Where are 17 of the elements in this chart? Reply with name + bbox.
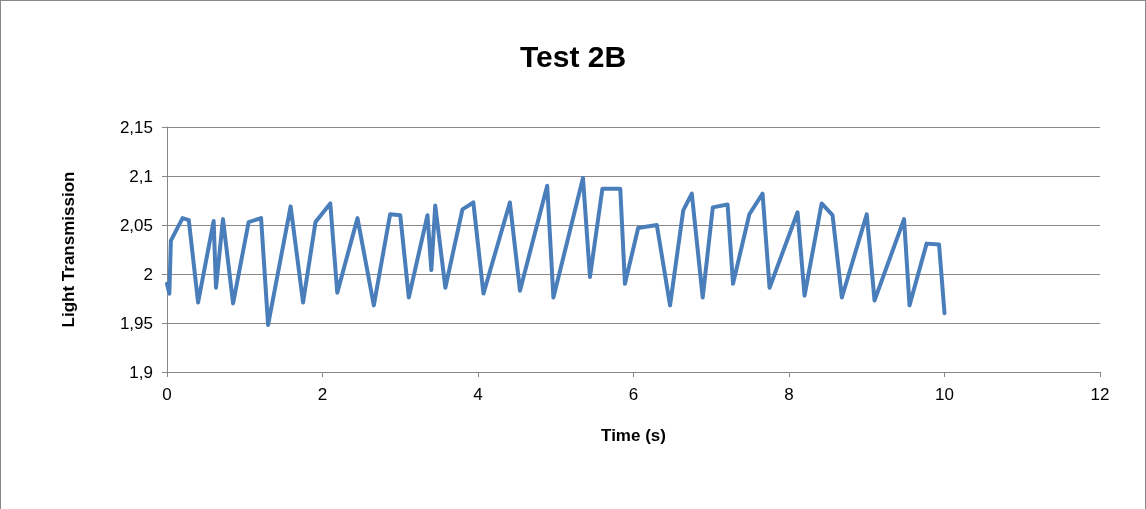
x-tick-label: 0: [162, 385, 172, 404]
x-tick-label: 4: [473, 385, 483, 404]
y-axis-title: Light Transmission: [59, 171, 78, 328]
x-tick-label: 2: [317, 385, 328, 404]
y-tick-label: 2,15: [119, 117, 153, 137]
y-tick-label: 1,95: [119, 313, 153, 333]
x-axis-title: Time (s): [601, 426, 666, 445]
chart-title: Test 2B: [519, 39, 627, 73]
y-tick-label: 2,1: [129, 166, 153, 186]
x-tick-label: 12: [1090, 385, 1110, 404]
line-series: [165, 175, 947, 327]
x-tick-label: 8: [784, 385, 794, 404]
x-tick-label: 6: [628, 385, 639, 404]
y-tick-label: 2: [143, 264, 153, 284]
x-tick-label: 10: [935, 385, 954, 404]
y-tick-label: 2,05: [119, 215, 153, 235]
y-tick-label: 1,9: [129, 362, 153, 382]
